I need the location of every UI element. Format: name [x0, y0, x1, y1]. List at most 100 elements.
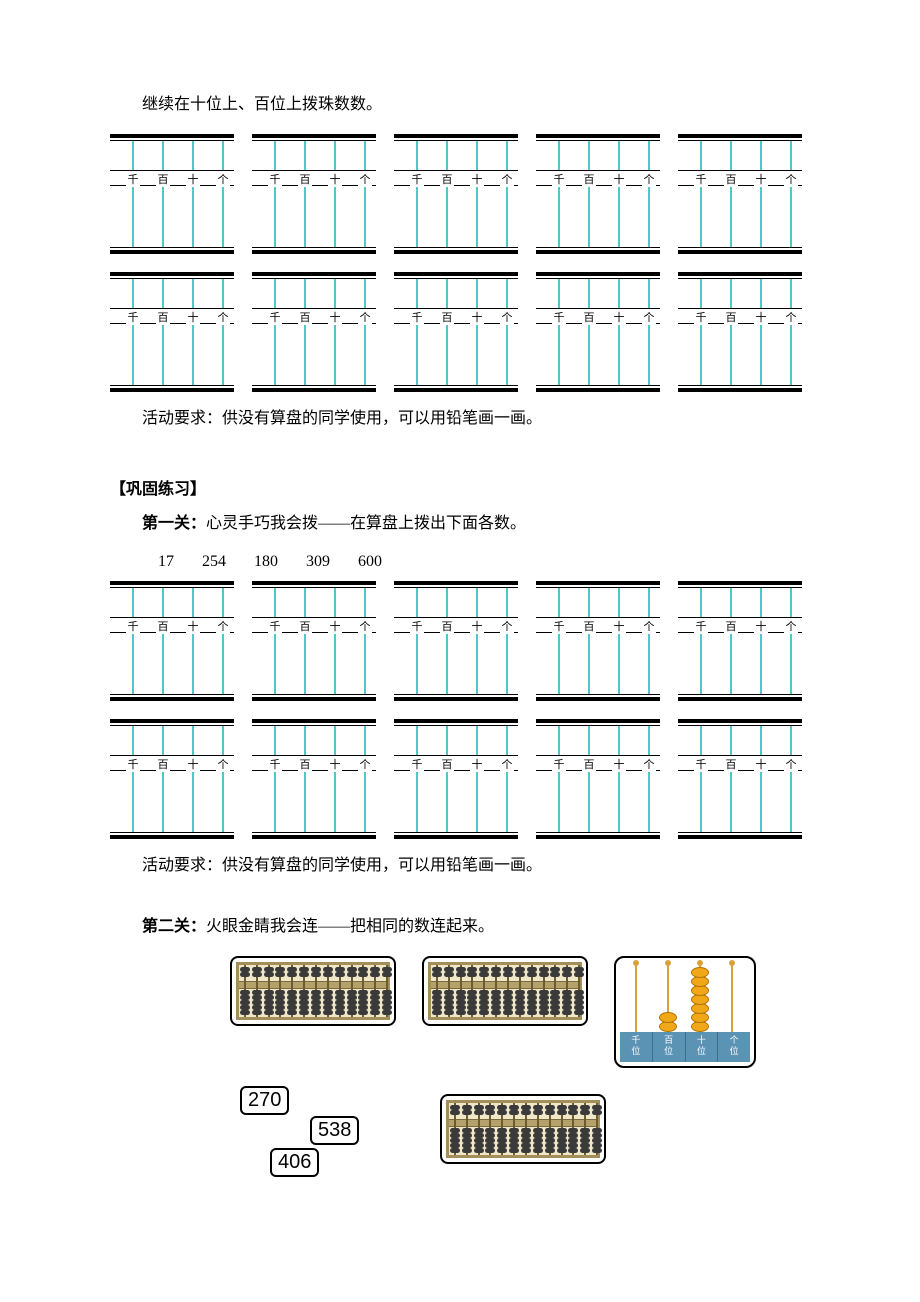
abacus-place-label: 百 [582, 756, 596, 772]
abacus-place-label: 个 [358, 171, 372, 187]
abacus-place-label: 百 [440, 756, 454, 772]
abacus-place-label: 个 [358, 756, 372, 772]
level1-line: 第一关：心灵手巧我会拨——在算盘上拨出下面各数。 [142, 509, 810, 539]
abacus-place-label: 个 [784, 618, 798, 634]
blank-abacus: 千百十个 [536, 134, 660, 254]
abacus-place-label: 十 [328, 618, 342, 634]
pvc-label: 个位 [718, 1032, 750, 1062]
abacus-place-label: 个 [216, 171, 230, 187]
blank-abacus: 千百十个 [252, 134, 376, 254]
number-box: 270 [240, 1086, 289, 1115]
level1-text: 心灵手巧我会拨——在算盘上拨出下面各数。 [206, 515, 526, 532]
abacus-place-label: 百 [582, 618, 596, 634]
blank-abacus: 千百十个 [678, 719, 802, 839]
requirement-text: 供没有算盘的同学使用，可以用铅笔画一画。 [222, 410, 542, 427]
abacus-place-label: 百 [440, 618, 454, 634]
abacus-place-label: 千 [126, 171, 140, 187]
abacus-grid-1: 千百十个千百十个千百十个千百十个千百十个千百十个千百十个千百十个千百十个千百十个 [110, 134, 810, 392]
abacus-place-label: 千 [694, 756, 708, 772]
abacus-place-label: 十 [470, 756, 484, 772]
abacus-place-label: 百 [724, 309, 738, 325]
abacus-place-label: 个 [500, 618, 514, 634]
abacus-place-label: 百 [156, 618, 170, 634]
abacus-place-label: 百 [440, 309, 454, 325]
abacus-place-label: 百 [724, 618, 738, 634]
abacus-place-label: 千 [268, 171, 282, 187]
blank-abacus: 千百十个 [110, 134, 234, 254]
blank-abacus: 千百十个 [394, 272, 518, 392]
abacus-place-label: 个 [500, 171, 514, 187]
instruction-text: 继续在十位上、百位上拨珠数数。 [110, 90, 810, 120]
pvc-label: 千位 [620, 1032, 653, 1062]
requirement-label: 活动要求： [142, 857, 222, 874]
abacus-place-label: 千 [268, 618, 282, 634]
requirement-line-2: 活动要求：供没有算盘的同学使用，可以用铅笔画一画。 [110, 851, 810, 881]
abacus-place-label: 十 [186, 309, 200, 325]
abacus-place-label: 个 [216, 756, 230, 772]
abacus-place-label: 千 [268, 309, 282, 325]
abacus-place-label: 十 [186, 171, 200, 187]
abacus-place-label: 百 [440, 171, 454, 187]
abacus-place-label: 十 [470, 618, 484, 634]
practice-number: 17 [158, 553, 174, 570]
abacus-frame [236, 962, 390, 1020]
abacus-place-label: 千 [410, 171, 424, 187]
abacus-place-label: 个 [216, 309, 230, 325]
abacus-place-label: 个 [500, 309, 514, 325]
abacus-place-label: 十 [754, 618, 768, 634]
abacus-place-label: 个 [216, 618, 230, 634]
abacus-place-label: 百 [724, 756, 738, 772]
abacus-place-label: 千 [552, 309, 566, 325]
abacus-place-label: 十 [186, 618, 200, 634]
blank-abacus: 千百十个 [252, 719, 376, 839]
requirement-label: 活动要求： [142, 410, 222, 427]
level1-label: 第一关： [142, 515, 206, 532]
section-heading: 【巩固练习】 [110, 475, 810, 499]
blank-abacus: 千百十个 [394, 134, 518, 254]
abacus-place-label: 百 [156, 171, 170, 187]
requirement-line-1: 活动要求：供没有算盘的同学使用，可以用铅笔画一画。 [110, 404, 810, 434]
abacus-place-label: 十 [612, 171, 626, 187]
abacus-place-label: 百 [298, 756, 312, 772]
abacus-place-label: 千 [694, 309, 708, 325]
abacus-place-label: 十 [328, 309, 342, 325]
abacus-place-label: 千 [410, 618, 424, 634]
abacus-place-label: 个 [784, 309, 798, 325]
abacus-place-label: 千 [126, 618, 140, 634]
abacus-place-label: 千 [552, 171, 566, 187]
pvc-inner: 千位百位十位个位 [620, 962, 750, 1062]
pvc-label: 百位 [653, 1032, 686, 1062]
abacus-place-label: 十 [470, 171, 484, 187]
place-value-chart: 千位百位十位个位 [614, 956, 756, 1068]
level2-line: 第二关：火眼金睛我会连——把相同的数连起来。 [142, 912, 810, 942]
abacus-place-label: 百 [298, 309, 312, 325]
blank-abacus: 千百十个 [536, 272, 660, 392]
abacus-place-label: 百 [156, 309, 170, 325]
blank-abacus: 千百十个 [678, 272, 802, 392]
practice-numbers: 17254180309600 [158, 553, 810, 571]
blank-abacus: 千百十个 [252, 581, 376, 701]
abacus-frame [428, 962, 582, 1020]
abacus-place-label: 十 [470, 309, 484, 325]
abacus-place-label: 百 [298, 171, 312, 187]
abacus-grid-2: 千百十个千百十个千百十个千百十个千百十个千百十个千百十个千百十个千百十个千百十个 [110, 581, 810, 839]
abacus-place-label: 十 [612, 618, 626, 634]
abacus-place-label: 千 [694, 618, 708, 634]
realistic-abacus-2 [422, 956, 588, 1026]
level2-label: 第二关： [142, 918, 206, 935]
abacus-place-label: 百 [582, 171, 596, 187]
blank-abacus: 千百十个 [536, 581, 660, 701]
abacus-place-label: 十 [754, 756, 768, 772]
level2-text: 火眼金睛我会连——把相同的数连起来。 [206, 918, 494, 935]
abacus-place-label: 千 [552, 756, 566, 772]
abacus-place-label: 个 [358, 309, 372, 325]
abacus-place-label: 千 [410, 309, 424, 325]
number-boxes: 270538406 [230, 1086, 430, 1186]
abacus-place-label: 百 [582, 309, 596, 325]
abacus-place-label: 个 [500, 756, 514, 772]
blank-abacus: 千百十个 [110, 272, 234, 392]
abacus-place-label: 千 [268, 756, 282, 772]
blank-abacus: 千百十个 [678, 134, 802, 254]
abacus-place-label: 千 [126, 309, 140, 325]
abacus-place-label: 十 [754, 309, 768, 325]
